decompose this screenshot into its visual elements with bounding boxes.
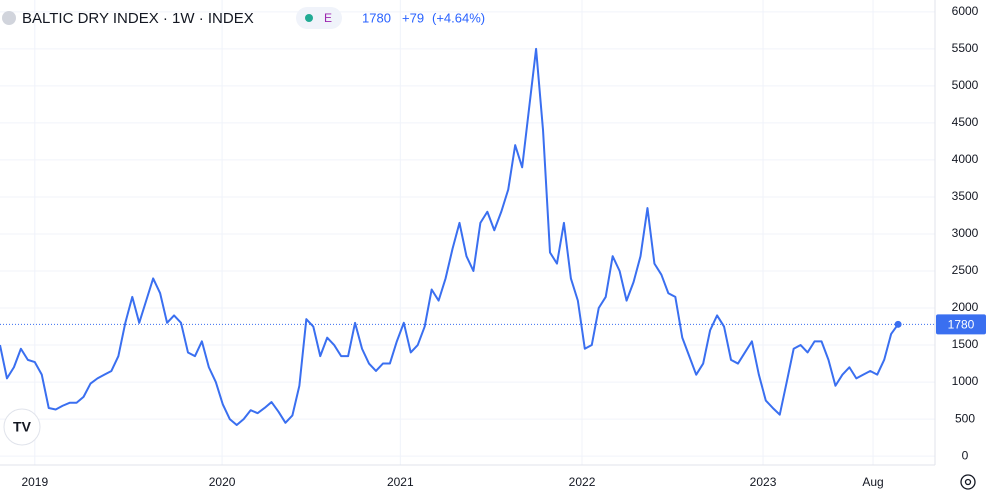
price-label: 1780 (948, 317, 975, 331)
svg-text:TV: TV (13, 419, 32, 435)
y-tick-label: 6000 (952, 4, 979, 18)
symbol-icon (2, 11, 16, 25)
y-tick-label: 4500 (952, 115, 979, 129)
y-tick-label: 1500 (952, 337, 979, 351)
y-tick-label: 0 (962, 448, 969, 462)
y-tick-label: 2500 (952, 263, 979, 277)
x-tick-label: 2020 (209, 475, 236, 489)
grid (0, 0, 935, 465)
y-tick-label: 4000 (952, 152, 979, 166)
tv-logo: TV (3, 408, 41, 446)
x-tick-label: 2022 (569, 475, 596, 489)
y-tick-label: 3500 (952, 189, 979, 203)
last-point (894, 320, 902, 328)
y-tick-label: 3000 (952, 226, 979, 240)
symbol-title: BALTIC DRY INDEX · 1W · INDEX (22, 10, 254, 27)
y-tick-label: 500 (955, 411, 975, 425)
y-tick-label: 5500 (952, 41, 979, 55)
y-tick-label: 1000 (952, 374, 979, 388)
x-tick-label: 2021 (387, 475, 414, 489)
badges (296, 7, 342, 29)
badge: E (324, 11, 332, 25)
x-tick-label: 2023 (750, 475, 777, 489)
change-pct: (+4.64%) (432, 10, 485, 25)
y-tick-label: 5000 (952, 78, 979, 92)
change: +79 (402, 10, 424, 25)
x-tick-label: Aug (862, 475, 883, 489)
last-value: 1780 (362, 10, 391, 25)
x-tick-label: 2019 (21, 475, 48, 489)
status-dot (305, 14, 313, 22)
y-tick-label: 2000 (952, 300, 979, 314)
settings-icon[interactable] (960, 474, 976, 490)
price-label-box (936, 314, 986, 335)
price-line (0, 47, 899, 427)
